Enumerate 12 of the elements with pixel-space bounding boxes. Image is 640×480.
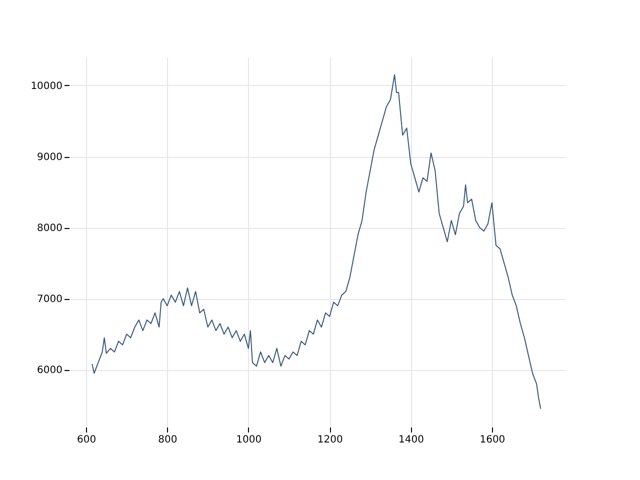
y-tick-label: 9000: [37, 152, 62, 163]
x-tick-label: 800: [158, 434, 178, 446]
x-tick-label: 1200: [317, 434, 343, 446]
y-tick-label: 7000: [37, 294, 62, 306]
line-series: [92, 74, 542, 410]
x-tick-label: 600: [77, 434, 96, 446]
x-tick-label: 1600: [480, 434, 506, 446]
y-tick-label: 8000: [37, 223, 62, 234]
y-tick-label: 10000: [30, 80, 62, 92]
x-tick-label: 1000: [236, 434, 262, 446]
y-tick-label: 6000: [37, 365, 62, 376]
x-tick-label: 1400: [398, 434, 424, 446]
